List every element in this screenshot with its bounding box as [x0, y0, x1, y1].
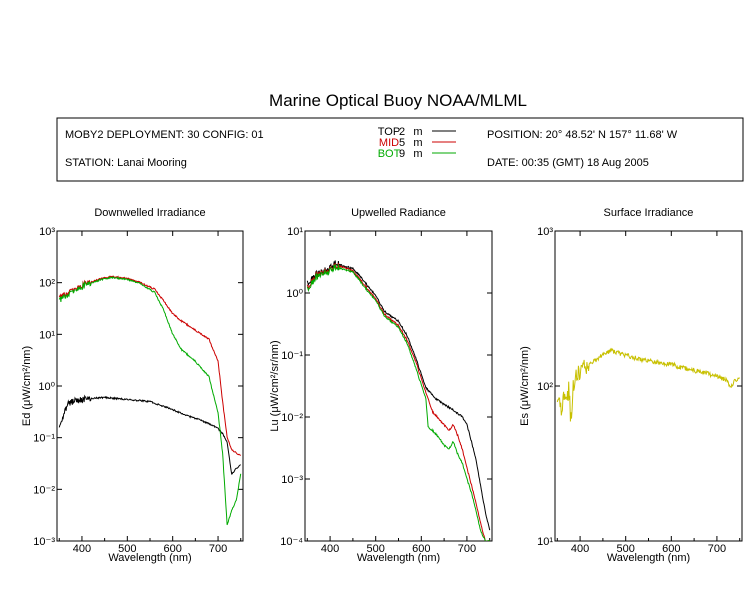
plot-frame: [554, 230, 743, 542]
series-line-mid: [306, 263, 490, 541]
x-tick-label: 500: [367, 543, 385, 555]
series-line-bot: [58, 276, 242, 526]
chart-panel-2: Upwelled Radiance Wavelength (nm) Lu (μW/c…: [269, 207, 493, 564]
x-axis-label: Wavelength (nm): [607, 552, 690, 564]
x-tick-label: 700: [458, 543, 476, 555]
x-tick-label: 500: [617, 543, 635, 555]
y-tick-label: 10³: [537, 226, 553, 238]
legend-unit: m: [413, 126, 422, 138]
legend-depth: 2: [399, 126, 405, 138]
x-tick-label: 400: [321, 543, 339, 555]
legend-depth: 9: [399, 148, 405, 160]
y-tick-label: 10³: [39, 226, 55, 238]
x-tick-label: 600: [412, 543, 430, 555]
plot-frame: [304, 230, 493, 542]
panel-title: Downwelled Irradiance: [94, 207, 205, 219]
y-tick-label: 10⁻²: [33, 484, 55, 496]
date-text: DATE: 00:35 (GMT) 18 Aug 2005: [487, 157, 649, 169]
y-tick-label: 10⁻²: [281, 412, 303, 424]
info-box: MOBY2 DEPLOYMENT: 30 CONFIG: 01 STATION:…: [56, 117, 744, 182]
x-tick-label: 600: [662, 543, 680, 555]
legend-unit: m: [413, 137, 422, 149]
legend-depth: 5: [399, 137, 405, 149]
y-tick-label: 10⁻⁴: [280, 536, 303, 548]
legend-label: BOT: [378, 148, 401, 160]
x-axis-label: Wavelength (nm): [357, 552, 440, 564]
series-line-es: [556, 347, 741, 422]
x-tick-label: 700: [209, 543, 227, 555]
y-tick-label: 10⁻³: [281, 474, 303, 486]
legend-item-mid: MID 5 m: [379, 137, 456, 149]
y-tick-label: 10²: [537, 381, 553, 393]
y-tick-label: 10¹: [39, 329, 55, 341]
position-text: POSITION: 20° 48.52' N 157° 11.68' W: [487, 129, 678, 141]
station-text: STATION: Lanai Mooring: [65, 157, 187, 169]
series-line-top: [306, 260, 491, 531]
panel-title: Surface Irradiance: [604, 207, 694, 219]
y-tick-label: 10⁻¹: [33, 433, 55, 445]
y-tick-label: 10⁻³: [33, 536, 55, 548]
y-axis-label: Ed (μW/cm²/nm): [21, 346, 33, 426]
y-tick-label: 10⁰: [38, 381, 55, 393]
series-line-bot: [306, 264, 490, 541]
x-tick-label: 400: [571, 543, 589, 555]
x-tick-label: 700: [708, 543, 726, 555]
x-tick-label: 400: [73, 543, 91, 555]
y-tick-label: 10⁰: [286, 288, 303, 300]
legend-label: MID: [379, 137, 399, 149]
series-line-top: [58, 394, 241, 475]
plot-frame: [56, 230, 244, 542]
y-tick-label: 10¹: [537, 536, 553, 548]
y-tick-label: 10²: [39, 278, 55, 290]
y-tick-label: 10¹: [287, 226, 303, 238]
y-axis-label: Es (μW/cm²/nm): [519, 346, 531, 426]
y-axis-label: Lu (μW/cm²/sr/nm): [269, 340, 281, 431]
series-line-mid: [58, 275, 242, 456]
chart-panel-1: Downwelled Irradiance Wavelength (nm) Ed (…: [21, 207, 244, 564]
x-axis-label: Wavelength (nm): [108, 552, 191, 564]
panel-title: Upwelled Radiance: [351, 207, 446, 219]
x-tick-label: 600: [164, 543, 182, 555]
deployment-text: MOBY2 DEPLOYMENT: 30 CONFIG: 01: [65, 129, 264, 141]
legend-unit: m: [413, 148, 422, 160]
x-tick-label: 500: [118, 543, 136, 555]
figure-title: Marine Optical Buoy NOAA/MLML: [269, 91, 527, 110]
y-tick-label: 10⁻¹: [281, 350, 303, 362]
chart-panel-3: Surface Irradiance Wavelength (nm) Es (μW/…: [519, 207, 743, 564]
legend-label: TOP: [378, 126, 400, 138]
